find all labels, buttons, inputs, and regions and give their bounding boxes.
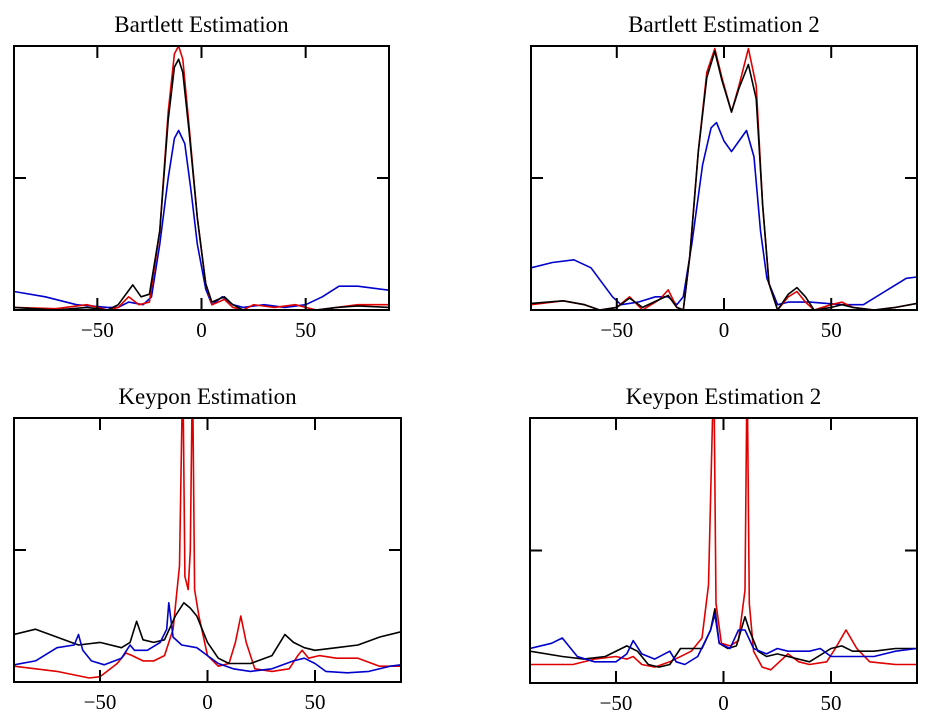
plot-area bbox=[14, 46, 389, 310]
x-tick-label: 50 bbox=[821, 318, 842, 342]
series-line-red bbox=[14, 418, 401, 679]
x-tick-label: 0 bbox=[718, 691, 729, 713]
plot-area bbox=[14, 418, 401, 679]
series-line-blue bbox=[531, 121, 917, 306]
x-tick-label: 0 bbox=[202, 690, 213, 713]
panel-keypon: Keypon Estimation −50 0 50 bbox=[13, 384, 402, 713]
series-line-black bbox=[14, 602, 401, 665]
plot-area bbox=[530, 418, 917, 671]
chart-title: Keypon Estimation bbox=[118, 384, 297, 409]
x-tick-label: −50 bbox=[600, 691, 633, 713]
x-tick-label: −50 bbox=[84, 690, 117, 713]
x-tick-label: 0 bbox=[719, 318, 730, 342]
series-line-blue bbox=[530, 613, 917, 666]
series-line-black bbox=[530, 608, 917, 668]
series-line-blue bbox=[14, 602, 401, 674]
panel-keypon-2: Keypon Estimation 2 −50 0 50 bbox=[529, 384, 918, 713]
chart-title: Bartlett Estimation bbox=[114, 12, 289, 37]
x-tick-label: −50 bbox=[600, 318, 633, 342]
series-line-black bbox=[531, 50, 917, 310]
panel-bartlett-2: Bartlett Estimation 2 −50 0 50 bbox=[530, 12, 918, 342]
plot-area bbox=[531, 47, 917, 310]
x-tick-label: 50 bbox=[295, 318, 316, 342]
series-line-blue bbox=[14, 129, 389, 309]
panel-bartlett: Bartlett Estimation −50 0 50 bbox=[13, 12, 390, 342]
x-tick-label: 50 bbox=[305, 690, 326, 713]
chart-title: Keypon Estimation 2 bbox=[626, 384, 821, 409]
series-line-black bbox=[14, 58, 389, 310]
x-tick-label: 50 bbox=[821, 691, 842, 713]
series-line-red bbox=[530, 418, 917, 671]
chart-title: Bartlett Estimation 2 bbox=[628, 12, 820, 37]
x-tick-label: −50 bbox=[81, 318, 114, 342]
x-tick-label: 0 bbox=[196, 318, 207, 342]
